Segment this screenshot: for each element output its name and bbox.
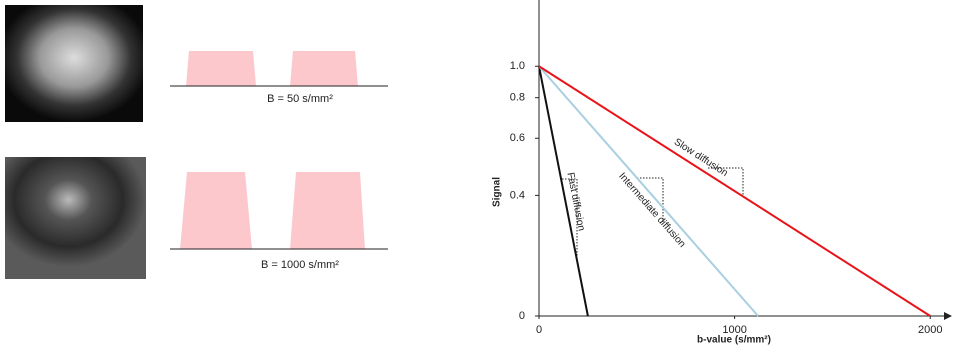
x-tick-label: 2000: [918, 324, 942, 336]
figure: B = 50 s/mm² B = 1000 s/mm² Signal b-val…: [0, 0, 953, 357]
x-tick-label: 0: [536, 324, 542, 336]
y-tick-label: 0: [519, 310, 525, 322]
y-tick-label: 0.8: [510, 92, 525, 104]
mri-image: [5, 5, 143, 122]
pulse-label: B = 1000 s/mm²: [261, 259, 339, 271]
series-label: Slow diffusion: [672, 137, 730, 179]
y-tick-label: 0.4: [510, 189, 525, 201]
y-tick-label: 0.6: [510, 132, 525, 144]
gradient-pulses: [180, 51, 365, 249]
mri-image: [5, 157, 146, 279]
series-line: [539, 66, 588, 316]
y-axis-label: Signal: [492, 177, 503, 207]
x-axis-label: b-value (s/mm²): [697, 335, 771, 346]
y-tick-label: 1.0: [510, 60, 525, 72]
axis-arrow: [944, 312, 952, 320]
series-label: Intermediate diffusion: [616, 171, 687, 250]
x-tick-label: 1000: [722, 324, 746, 336]
series-line: [539, 66, 930, 316]
pulse-label: B = 50 s/mm²: [267, 93, 333, 105]
series-label: Fast diffusion: [564, 172, 586, 232]
